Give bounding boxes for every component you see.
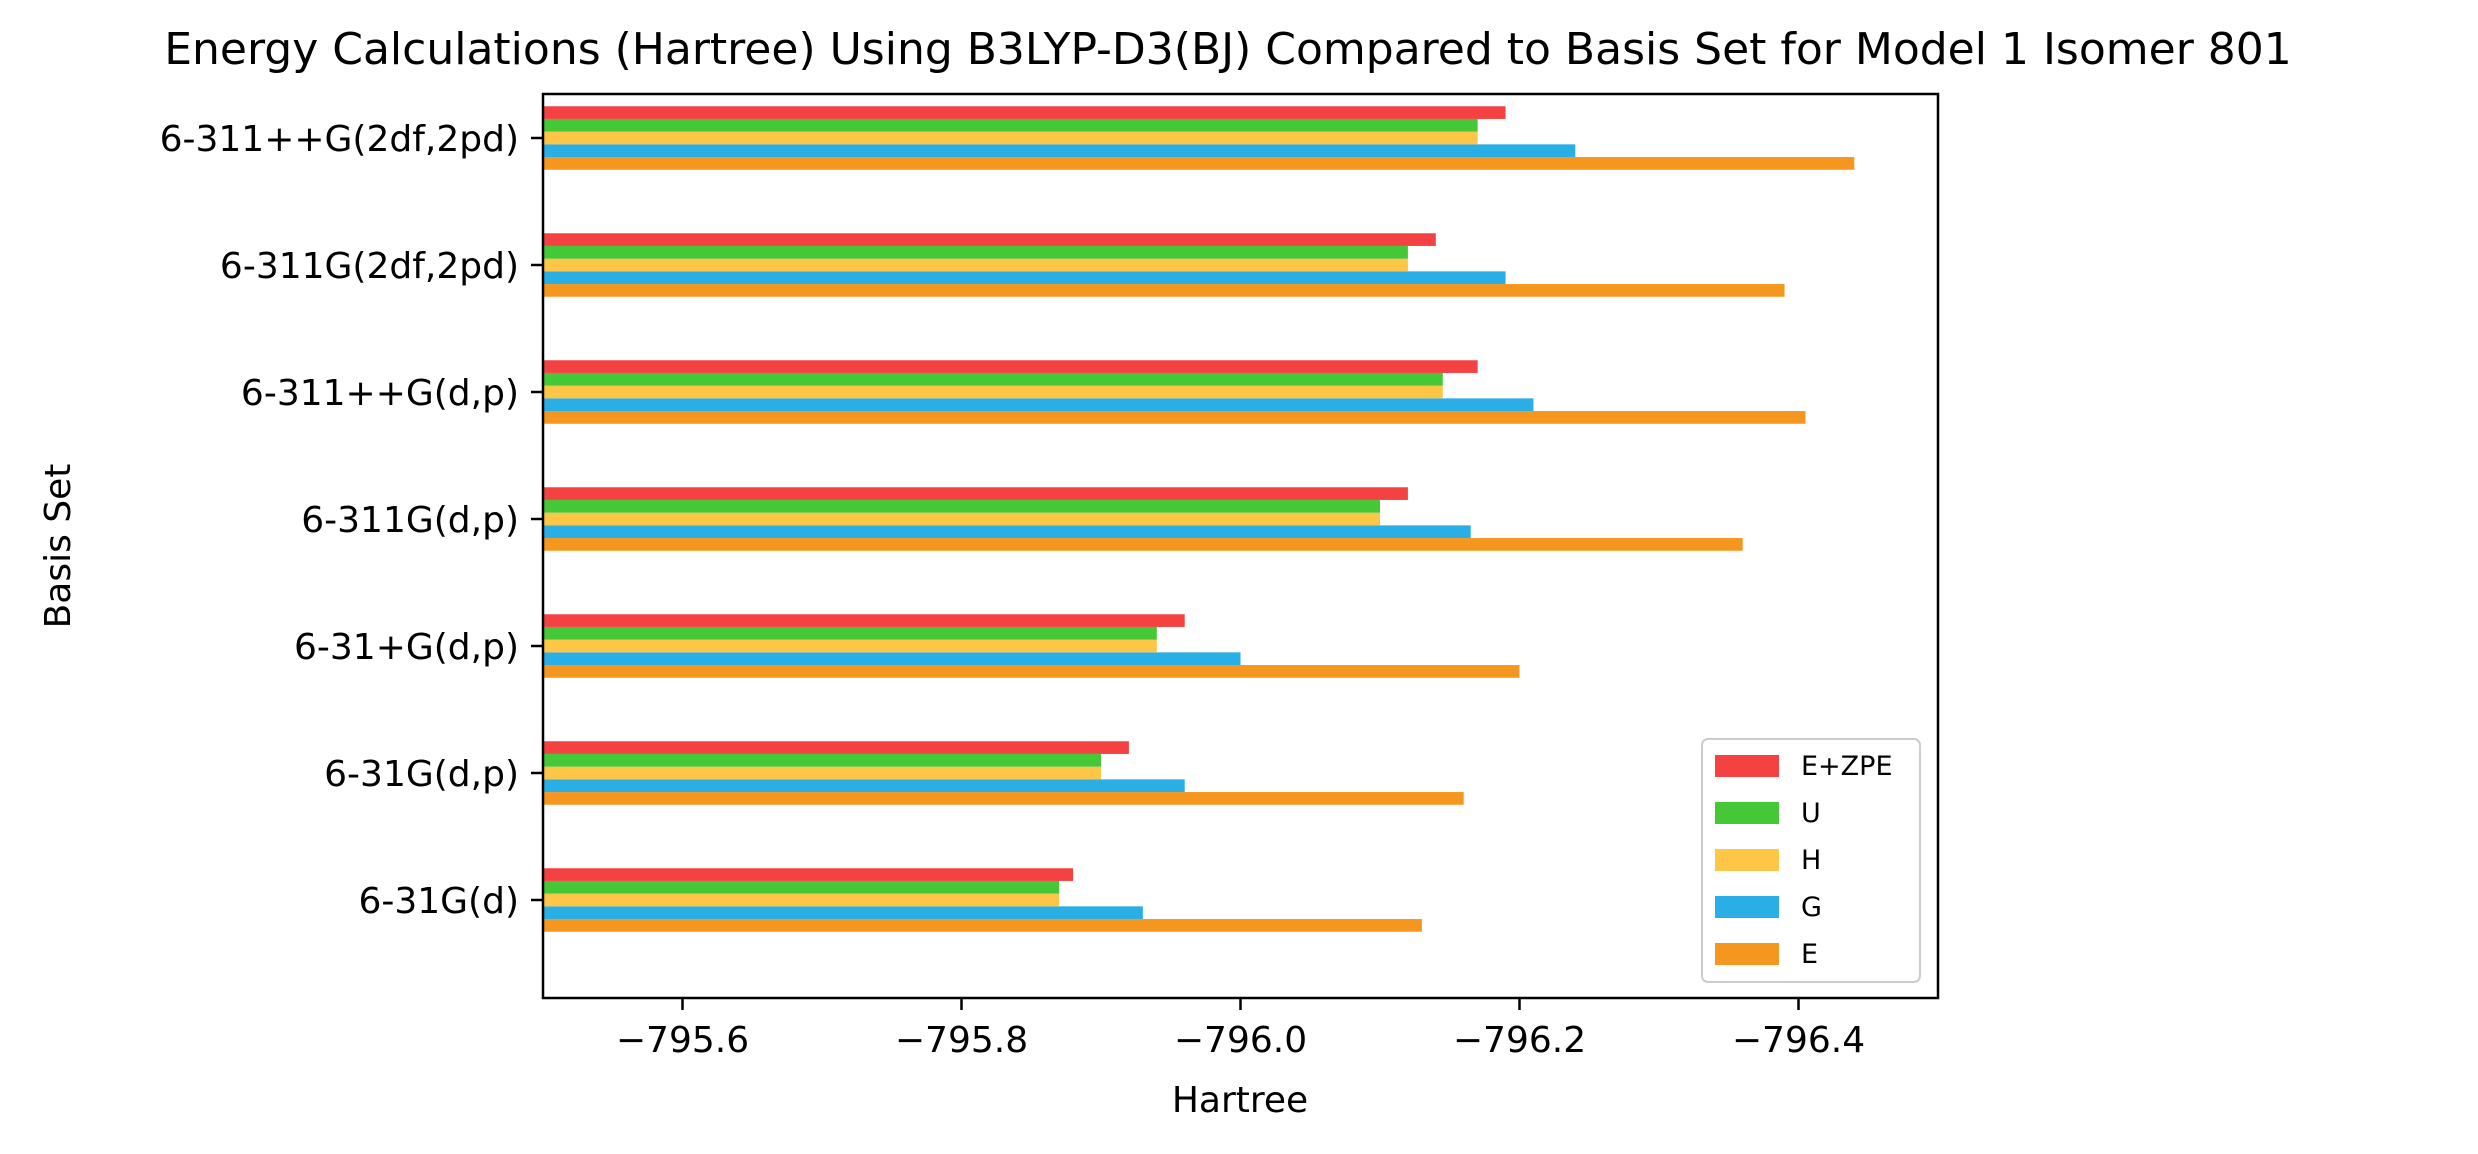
- bar-g-6-31g-d-p: [543, 779, 1185, 793]
- bar-g-6-311-g-2df-2pd: [543, 144, 1576, 158]
- bar-e-zpe-6-311-g-2df-2pd: [543, 106, 1506, 119]
- bar-u-6-311g-d-p: [543, 499, 1380, 513]
- bar-u-6-31-g-d-p: [543, 626, 1157, 640]
- y-tick-label: 6-31G(d): [358, 881, 519, 922]
- legend-label-h: H: [1801, 845, 1821, 876]
- legend-swatch-e-zpe: [1715, 755, 1779, 777]
- bar-e-6-31-g-d-p: [543, 665, 1520, 678]
- bar-g-6-311g-d-p: [543, 525, 1471, 539]
- bars-group: [543, 106, 1855, 932]
- x-tick-label: −795.6: [616, 1020, 749, 1061]
- bar-u-6-31g-d-p: [543, 753, 1101, 767]
- x-tick-label: −795.8: [895, 1020, 1028, 1061]
- y-tick-label: 6-31G(d,p): [324, 754, 519, 795]
- y-axis-label: Basis Set: [38, 464, 79, 629]
- legend-swatch-g: [1715, 896, 1779, 918]
- bar-e-6-311g-2df-2pd: [543, 284, 1785, 297]
- bar-e-6-31g-d: [543, 919, 1422, 932]
- y-axis-ticks: 6-31G(d) 6-31G(d,p) 6-31+G(d,p) 6-311G(d,p)…: [160, 119, 543, 922]
- bar-e-zpe-6-311g-2df-2pd: [543, 233, 1436, 246]
- legend-swatch-e: [1715, 943, 1779, 965]
- bar-u-6-311g-2df-2pd: [543, 245, 1408, 259]
- bar-h-6-31-g-d-p: [543, 639, 1157, 653]
- bar-h-6-311g-2df-2pd: [543, 258, 1408, 272]
- legend-label-e-zpe: E+ZPE: [1801, 751, 1893, 782]
- bar-g-6-311g-2df-2pd: [543, 271, 1506, 285]
- bar-h-6-311-g-2df-2pd: [543, 131, 1478, 145]
- bar-g-6-31-g-d-p: [543, 652, 1241, 666]
- legend-label-u: U: [1801, 798, 1821, 829]
- y-tick-label: 6-311G(d,p): [301, 500, 519, 541]
- bar-e-zpe-6-311-g-d-p: [543, 360, 1478, 373]
- bar-h-6-311-g-d-p: [543, 385, 1443, 399]
- legend-swatch-h: [1715, 849, 1779, 871]
- legend-label-e: E: [1801, 939, 1818, 970]
- bar-e-zpe-6-311g-d-p: [543, 487, 1408, 500]
- bar-g-6-311-g-d-p: [543, 398, 1534, 412]
- x-axis-label: Hartree: [1172, 1080, 1308, 1121]
- bar-g-6-31g-d: [543, 906, 1143, 920]
- bar-e-zpe-6-31-g-d-p: [543, 614, 1185, 627]
- bar-e-zpe-6-31g-d: [543, 868, 1074, 881]
- x-axis-ticks: −795.6 −795.8 −796.0 −796.2 −796.4: [616, 998, 1865, 1061]
- bar-e-6-311-g-d-p: [543, 411, 1806, 424]
- y-tick-label: 6-311++G(d,p): [241, 373, 519, 414]
- x-tick-label: −796.2: [1453, 1020, 1586, 1061]
- bar-h-6-31g-d: [543, 893, 1060, 907]
- y-tick-label: 6-311++G(2df,2pd): [160, 119, 519, 160]
- legend-swatch-u: [1715, 802, 1779, 824]
- chart-title: Energy Calculations (Hartree) Using B3LY…: [164, 24, 2292, 75]
- bar-u-6-31g-d: [543, 880, 1060, 894]
- bar-e-6-31g-d-p: [543, 792, 1464, 805]
- y-tick-label: 6-311G(2df,2pd): [220, 246, 519, 287]
- x-tick-label: −796.0: [1174, 1020, 1307, 1061]
- bar-u-6-311-g-2df-2pd: [543, 118, 1478, 132]
- legend-box: [1701, 738, 1921, 983]
- bar-e-zpe-6-31g-d-p: [543, 741, 1129, 754]
- bar-e-6-311g-d-p: [543, 538, 1743, 551]
- bar-u-6-311-g-d-p: [543, 372, 1443, 386]
- x-tick-label: −796.4: [1732, 1020, 1865, 1061]
- bar-h-6-31g-d-p: [543, 766, 1101, 780]
- bar-e-6-311-g-2df-2pd: [543, 157, 1855, 170]
- bar-h-6-311g-d-p: [543, 512, 1380, 526]
- legend-label-g: G: [1801, 892, 1822, 923]
- y-tick-label: 6-31+G(d,p): [294, 627, 519, 668]
